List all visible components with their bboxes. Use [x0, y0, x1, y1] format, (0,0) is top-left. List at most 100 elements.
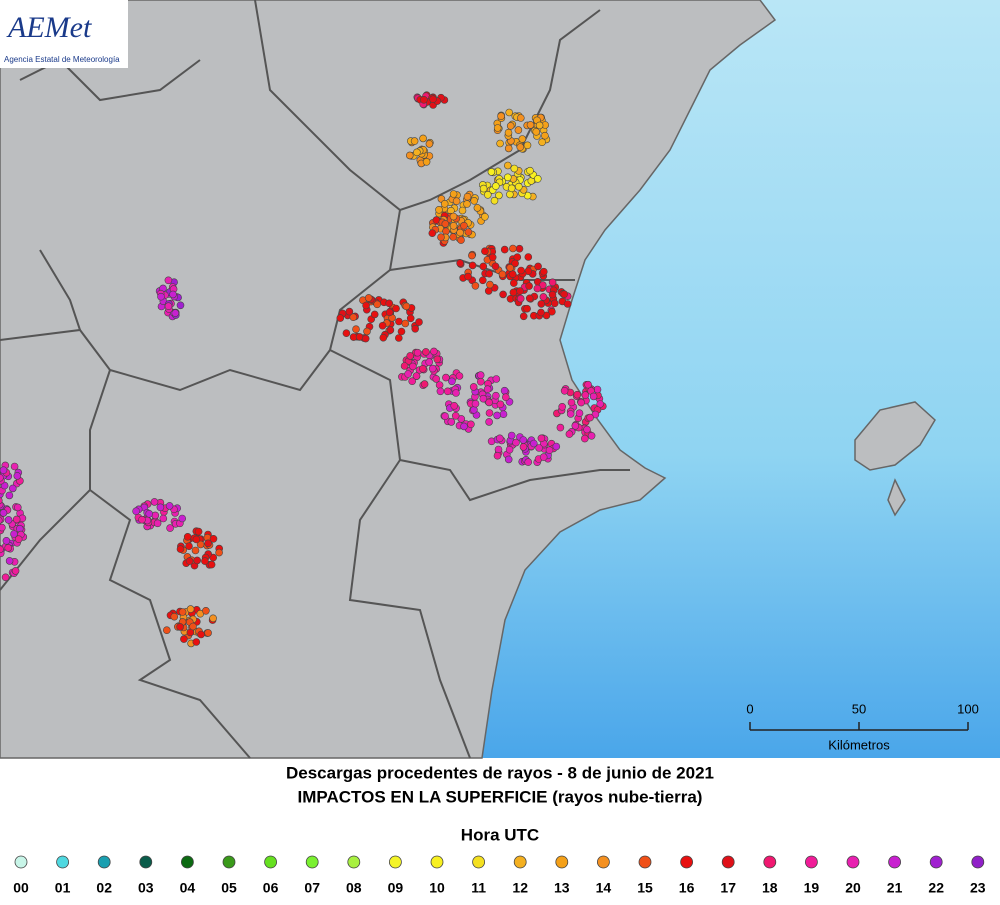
strike [193, 556, 201, 565]
legend-label: 03 [138, 880, 154, 896]
strike [435, 206, 443, 214]
strike [363, 327, 371, 336]
legend-label: 06 [263, 880, 279, 896]
strike [153, 519, 162, 528]
strike [479, 262, 488, 271]
strike [558, 402, 567, 411]
strike [473, 204, 482, 212]
scale-label: 0 [746, 701, 753, 716]
strike [519, 436, 528, 444]
legend-label: 23 [970, 880, 986, 896]
strike [484, 287, 493, 295]
strike [514, 182, 523, 191]
strike [183, 532, 192, 541]
strike [447, 418, 456, 426]
strike [378, 321, 387, 330]
strike [2, 536, 11, 545]
legend-swatch [597, 855, 610, 869]
strike [178, 514, 186, 523]
strike [523, 304, 531, 313]
legend-swatch [472, 855, 486, 869]
strike [164, 276, 173, 285]
strike [571, 421, 580, 430]
strike [412, 372, 421, 380]
strike [534, 262, 542, 271]
strike [449, 190, 458, 198]
legend-swatch [929, 855, 943, 869]
island [854, 401, 936, 517]
strike [541, 131, 549, 140]
strike [512, 438, 520, 447]
strike [481, 247, 489, 255]
legend-label: 21 [887, 880, 903, 896]
strike [433, 355, 442, 364]
strike [185, 557, 194, 565]
legend-label: 09 [388, 880, 404, 896]
strike [538, 138, 546, 146]
strike [132, 507, 140, 516]
strike [510, 164, 519, 173]
strike [209, 534, 218, 543]
strike [386, 326, 395, 334]
legend-swatch [888, 855, 901, 869]
legend-label: 12 [512, 880, 528, 896]
strike [451, 411, 460, 420]
strike [509, 244, 517, 253]
strike [202, 606, 210, 615]
strike [490, 196, 499, 205]
strike [500, 245, 509, 254]
strike [581, 391, 590, 399]
legend-swatch [180, 855, 194, 869]
strike [460, 221, 468, 230]
strike [440, 200, 449, 208]
strike [156, 503, 165, 512]
strike [422, 348, 430, 356]
strike [504, 128, 513, 137]
strike [449, 222, 458, 230]
strike [493, 124, 502, 132]
strike [165, 502, 174, 510]
strike [425, 140, 434, 148]
strike [539, 453, 548, 461]
strike [524, 253, 533, 261]
strike [418, 364, 427, 373]
strike [523, 141, 532, 150]
strike [441, 412, 449, 421]
strike [452, 389, 460, 397]
strike [566, 410, 575, 418]
strike [0, 516, 3, 525]
strike [0, 509, 8, 517]
strike [589, 392, 598, 401]
strike [537, 434, 546, 443]
legend-swatch [638, 855, 652, 869]
strike [11, 567, 20, 575]
strike [176, 301, 185, 310]
strike [498, 270, 507, 279]
strike [503, 173, 512, 182]
strike [538, 281, 547, 289]
strike [467, 420, 475, 429]
strike [515, 244, 524, 253]
strike [492, 391, 500, 400]
strike [420, 96, 428, 104]
strike [1, 573, 10, 582]
strike [13, 503, 22, 512]
strike [511, 259, 519, 268]
strike [537, 308, 545, 317]
strike [178, 608, 187, 616]
strike [186, 605, 195, 613]
strike [495, 191, 503, 200]
strike [471, 399, 480, 408]
strike [506, 122, 515, 130]
strike [478, 276, 487, 285]
strike [402, 302, 411, 311]
strike [552, 442, 561, 451]
legend-swatch [555, 855, 569, 869]
strike [539, 267, 548, 276]
strike [519, 443, 528, 451]
strike [499, 410, 508, 419]
strike [457, 236, 465, 244]
strike [516, 287, 524, 295]
strike [516, 294, 525, 303]
legend-swatch [513, 855, 527, 869]
